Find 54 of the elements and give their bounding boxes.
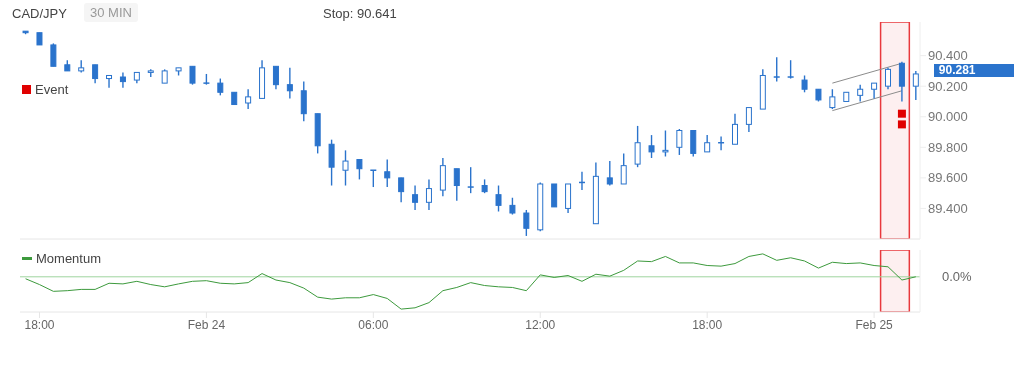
candlestick [106, 74, 113, 89]
legend-label: Momentum [36, 251, 102, 266]
y-tick-label: 90.000 [928, 109, 968, 125]
candlestick [466, 166, 475, 194]
x-tick-label: 18:00 [692, 317, 723, 332]
candlestick [272, 65, 279, 90]
y-tick-label: 90.400 [928, 48, 968, 64]
candlestick [245, 88, 252, 110]
x-tick-label: 12:00 [525, 317, 556, 332]
candlestick [342, 149, 349, 187]
candlestick [898, 61, 905, 103]
candlestick [551, 183, 558, 208]
candlestick [731, 112, 738, 145]
y-tick-label: 89.400 [928, 201, 968, 217]
candlestick [412, 184, 419, 211]
text: Stop: 90.641 [323, 6, 397, 21]
y-tick-label: 89.600 [928, 170, 968, 186]
chart-subtitle: 30 MIN [84, 3, 138, 22]
candlestick [620, 152, 627, 185]
x-tick-label: 18:00 [24, 317, 55, 332]
candlestick [189, 65, 196, 86]
y-tick-label: 89.800 [928, 139, 968, 155]
candlestick [300, 80, 307, 123]
candlestick [690, 129, 697, 158]
candlestick [885, 67, 892, 90]
candlestick [745, 106, 752, 133]
candlestick [829, 88, 836, 110]
candlestick [523, 209, 530, 237]
x-tick-label: Feb 24 [187, 317, 226, 332]
candlestick [676, 128, 683, 156]
candlestick [634, 125, 641, 168]
candlestick [356, 158, 363, 181]
legend-label: Event [35, 82, 69, 97]
y-tick-label: 90.200 [928, 78, 968, 94]
candlestick [384, 158, 391, 188]
candlestick [425, 178, 432, 211]
candlestick [453, 168, 460, 202]
candlestick [786, 59, 795, 80]
x-tick-label: Feb 25 [855, 317, 894, 332]
chart-title: CAD/JPY [12, 6, 67, 21]
candlestick [606, 160, 613, 187]
candlestick [328, 138, 335, 187]
candlestick [495, 184, 502, 213]
candlestick [92, 64, 99, 84]
candlestick [772, 56, 781, 83]
x-tick-label: 06:00 [358, 317, 389, 332]
candlestick [662, 129, 669, 158]
candlestick [119, 71, 126, 89]
ref-line-label: 0.0% [942, 269, 973, 285]
candlestick [286, 67, 293, 100]
candlestick [50, 42, 57, 68]
annotation: 90.281 [933, 62, 1014, 77]
candlestick [398, 177, 405, 204]
candlestick [648, 134, 655, 159]
